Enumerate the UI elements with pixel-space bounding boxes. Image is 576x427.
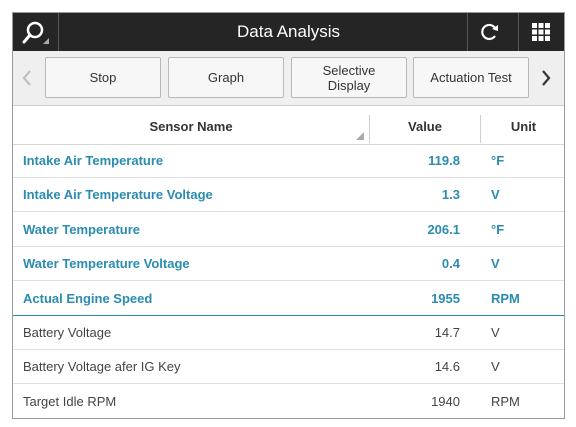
sensor-name: Intake Air Temperature Voltage bbox=[23, 187, 213, 203]
sensor-name: Target Idle RPM bbox=[23, 393, 117, 409]
scroll-right[interactable] bbox=[540, 69, 552, 87]
toolbar: Stop Graph Selective Display Actuation T… bbox=[13, 51, 564, 106]
sensor-name: Actual Engine Speed bbox=[23, 290, 153, 306]
table-row[interactable]: Water Temperature 206.1 °F bbox=[13, 213, 564, 247]
sensor-unit: °F bbox=[491, 153, 505, 168]
sensor-value: 14.7 bbox=[434, 325, 460, 340]
stop-button[interactable]: Stop bbox=[45, 57, 161, 98]
table-row[interactable]: Intake Air Temperature 119.8 °F bbox=[13, 144, 564, 178]
sensor-name: Intake Air Temperature bbox=[23, 153, 164, 168]
title: Data Analysis bbox=[237, 22, 340, 41]
table-header: Sensor Name Value Unit bbox=[13, 109, 564, 145]
sensor-name: Battery Voltage afer IG Key bbox=[23, 359, 181, 375]
sensor-name: Water Temperature bbox=[23, 221, 141, 237]
actuation-test-button[interactable]: Actuation Test bbox=[413, 57, 529, 98]
sort-indicator bbox=[356, 132, 364, 140]
sensor-name: Water Temperature Voltage bbox=[23, 256, 190, 272]
sensor-value: 1955 bbox=[431, 290, 460, 306]
sensor-unit: V bbox=[491, 256, 500, 272]
separator bbox=[518, 13, 519, 51]
search-button[interactable] bbox=[21, 20, 51, 46]
table-row[interactable]: Actual Engine Speed 1955 RPM bbox=[13, 282, 564, 316]
table-row[interactable]: Water Temperature Voltage 0.4 V bbox=[13, 247, 564, 282]
app-window: Data Analysis Stop Graph Selective Displ… bbox=[12, 12, 565, 419]
table-row[interactable]: Battery Voltage 14.7 V bbox=[13, 316, 564, 350]
refresh-button[interactable] bbox=[479, 22, 501, 42]
sensor-unit: RPM bbox=[491, 393, 520, 409]
sensor-name: Battery Voltage bbox=[23, 325, 112, 340]
sensor-unit: °F bbox=[491, 221, 505, 237]
sensor-value: 1940 bbox=[431, 393, 460, 409]
column-header[interactable]: Sensor Name bbox=[149, 119, 233, 134]
separator bbox=[58, 13, 59, 51]
sensor-value: 0.4 bbox=[441, 256, 460, 272]
sensor-unit: V bbox=[491, 187, 500, 203]
scroll-left[interactable] bbox=[21, 69, 33, 87]
column-divider bbox=[369, 115, 370, 143]
table-row[interactable]: Target Idle RPM 1940 RPM bbox=[13, 385, 564, 418]
title-bar: Data Analysis bbox=[13, 13, 564, 51]
graph-button[interactable]: Graph bbox=[168, 57, 284, 98]
sensor-value: 14.6 bbox=[434, 359, 460, 375]
selective-display-button[interactable]: Selective Display bbox=[291, 57, 407, 98]
sensor-value: 1.3 bbox=[441, 187, 460, 203]
sensor-unit: RPM bbox=[491, 290, 520, 306]
sensor-unit: V bbox=[491, 325, 500, 340]
table-row[interactable]: Battery Voltage afer IG Key 14.6 V bbox=[13, 350, 564, 385]
separator bbox=[467, 13, 468, 51]
table-row[interactable]: Intake Air Temperature Voltage 1.3 V bbox=[13, 178, 564, 213]
column-divider bbox=[480, 115, 481, 143]
menu-button[interactable] bbox=[532, 23, 550, 41]
sensor-value: 119.8 bbox=[428, 153, 460, 168]
column-header[interactable]: Unit bbox=[510, 119, 537, 134]
sensor-value: 206.1 bbox=[427, 221, 460, 237]
sensor-unit: V bbox=[491, 359, 500, 375]
column-header[interactable]: Value bbox=[408, 119, 442, 134]
